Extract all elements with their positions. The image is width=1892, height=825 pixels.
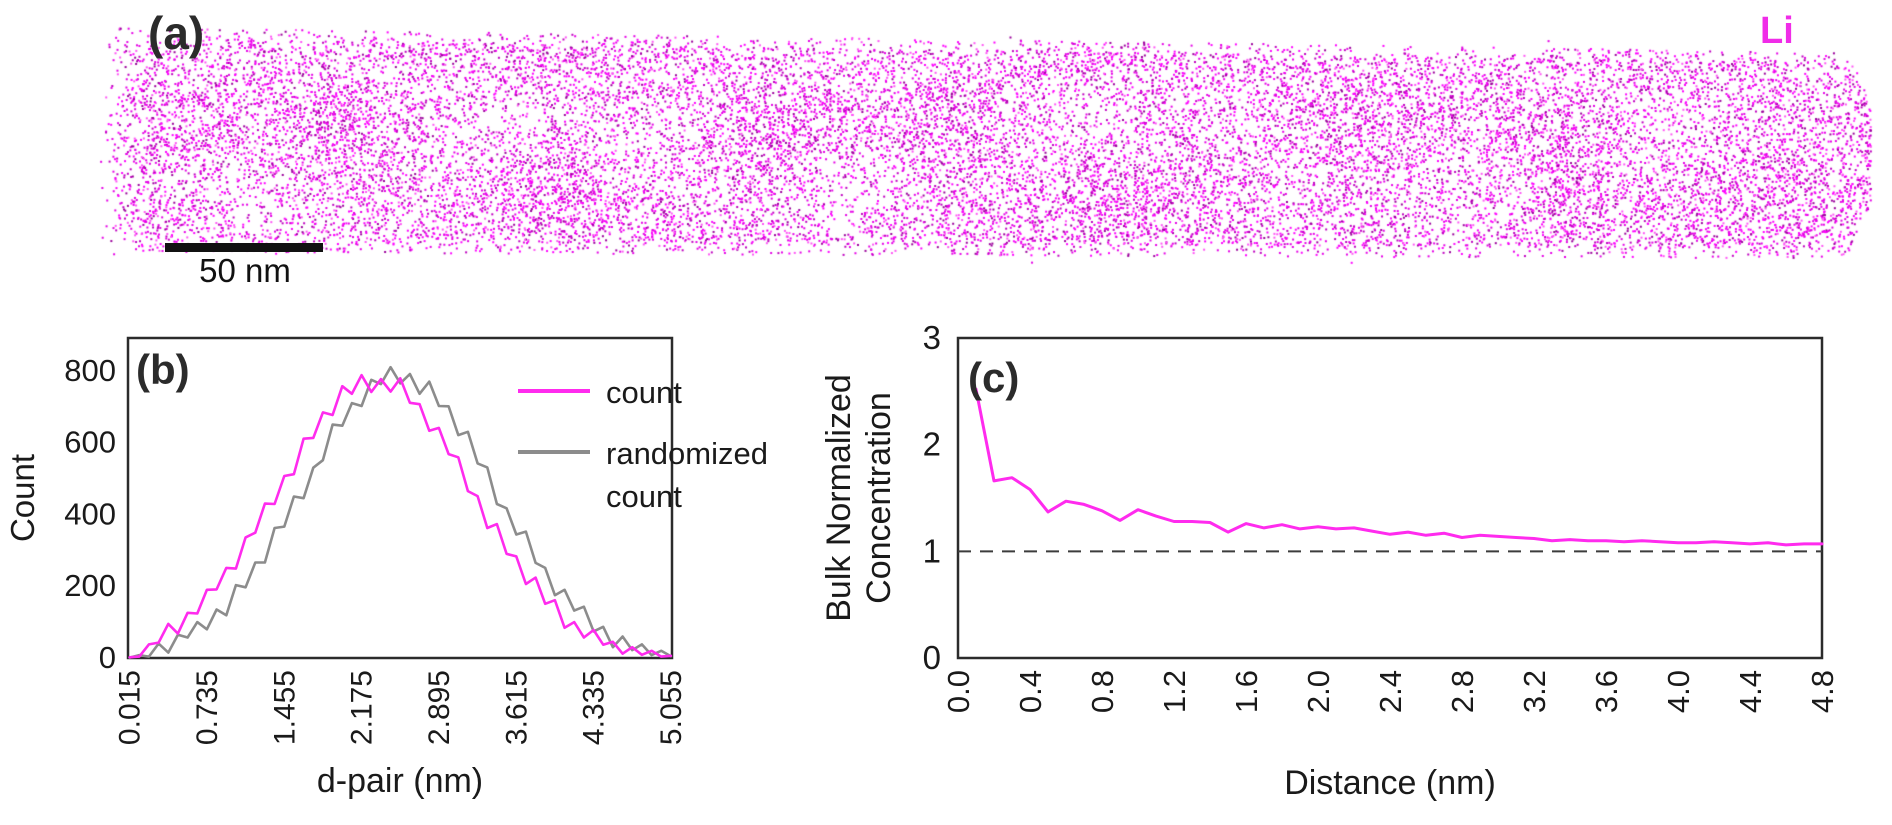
panel-b-xtick: 3.615	[500, 670, 533, 745]
panel-b-xtick: 0.735	[191, 670, 224, 745]
panel-c-ytick: 2	[923, 426, 941, 463]
panel-b-plot-box	[126, 336, 674, 660]
legend-row-count: count	[518, 372, 816, 415]
panel-c-xtick: 3.6	[1589, 670, 1624, 713]
li-species-label: Li	[1760, 10, 1794, 52]
panel-c-xtick: 2.8	[1445, 670, 1480, 713]
randomized-line-swatch	[518, 449, 590, 454]
randomized-count-line	[128, 365, 673, 659]
panel-c-ytick: 3	[923, 319, 941, 356]
panel-c-xtick: 0.0	[941, 670, 976, 713]
randomized-legend-label: randomized count	[606, 435, 768, 514]
panel-b-ytick: 600	[64, 425, 116, 460]
panel-b-ylabel: Count	[4, 454, 41, 542]
panel-b-letter: (b)	[136, 346, 190, 393]
panel-b-xtick: 2.895	[423, 670, 456, 745]
panel-b-xtick: 4.335	[578, 670, 611, 745]
count-line	[128, 373, 673, 659]
panel-c-xtick: 0.4	[1013, 670, 1048, 713]
panel-c-ylabel-line1: Bulk Normalized	[820, 374, 858, 622]
panel-b-xtick: 1.455	[268, 670, 301, 745]
panel-c-ytick: 0	[923, 639, 941, 676]
panel-c-plot-box	[956, 336, 1824, 660]
panel-c-xlabel: Distance (nm)	[1284, 764, 1496, 802]
panel-b-ytick: 200	[64, 568, 116, 603]
panel-c-xtick: 4.0	[1661, 670, 1696, 713]
panel-b-legend: count randomized count	[518, 372, 816, 536]
panel-b-xtick: 5.055	[655, 670, 688, 745]
panel-b-ytick: 800	[64, 353, 116, 388]
panel-c-xtick: 0.8	[1085, 670, 1120, 713]
panel-c-xtick: 1.2	[1157, 670, 1192, 713]
legend-row-randomized: randomized count	[518, 433, 816, 519]
panel-c-xtick: 2.0	[1301, 670, 1336, 713]
panel-c-xtick: 3.2	[1517, 670, 1552, 713]
panel-c-xtick: 2.4	[1373, 670, 1408, 713]
panel-c-xtick: 1.6	[1229, 670, 1264, 713]
panel-c-letter: (c)	[968, 354, 1020, 401]
panel-c-ylabel-line2: Concentration	[860, 392, 898, 604]
panel-a-letter: (a)	[148, 7, 205, 59]
panel-c-ytick: 1	[923, 532, 941, 569]
scale-bar-label: 50 nm	[199, 252, 291, 289]
count-line-swatch	[518, 389, 590, 393]
panel-b-xlabel: d-pair (nm)	[317, 762, 483, 800]
panel-c-xtick: 4.8	[1805, 670, 1840, 713]
panel-b-xtick: 0.015	[114, 670, 147, 745]
panel-b-ytick: 400	[64, 496, 116, 531]
panel-b-xtick: 2.175	[346, 670, 379, 745]
concentration-line	[974, 387, 1824, 547]
count-legend-label: count	[606, 375, 682, 410]
scale-bar	[165, 243, 323, 252]
panel-c-xtick: 4.4	[1733, 670, 1768, 713]
panel-b-ytick: 0	[99, 640, 116, 675]
